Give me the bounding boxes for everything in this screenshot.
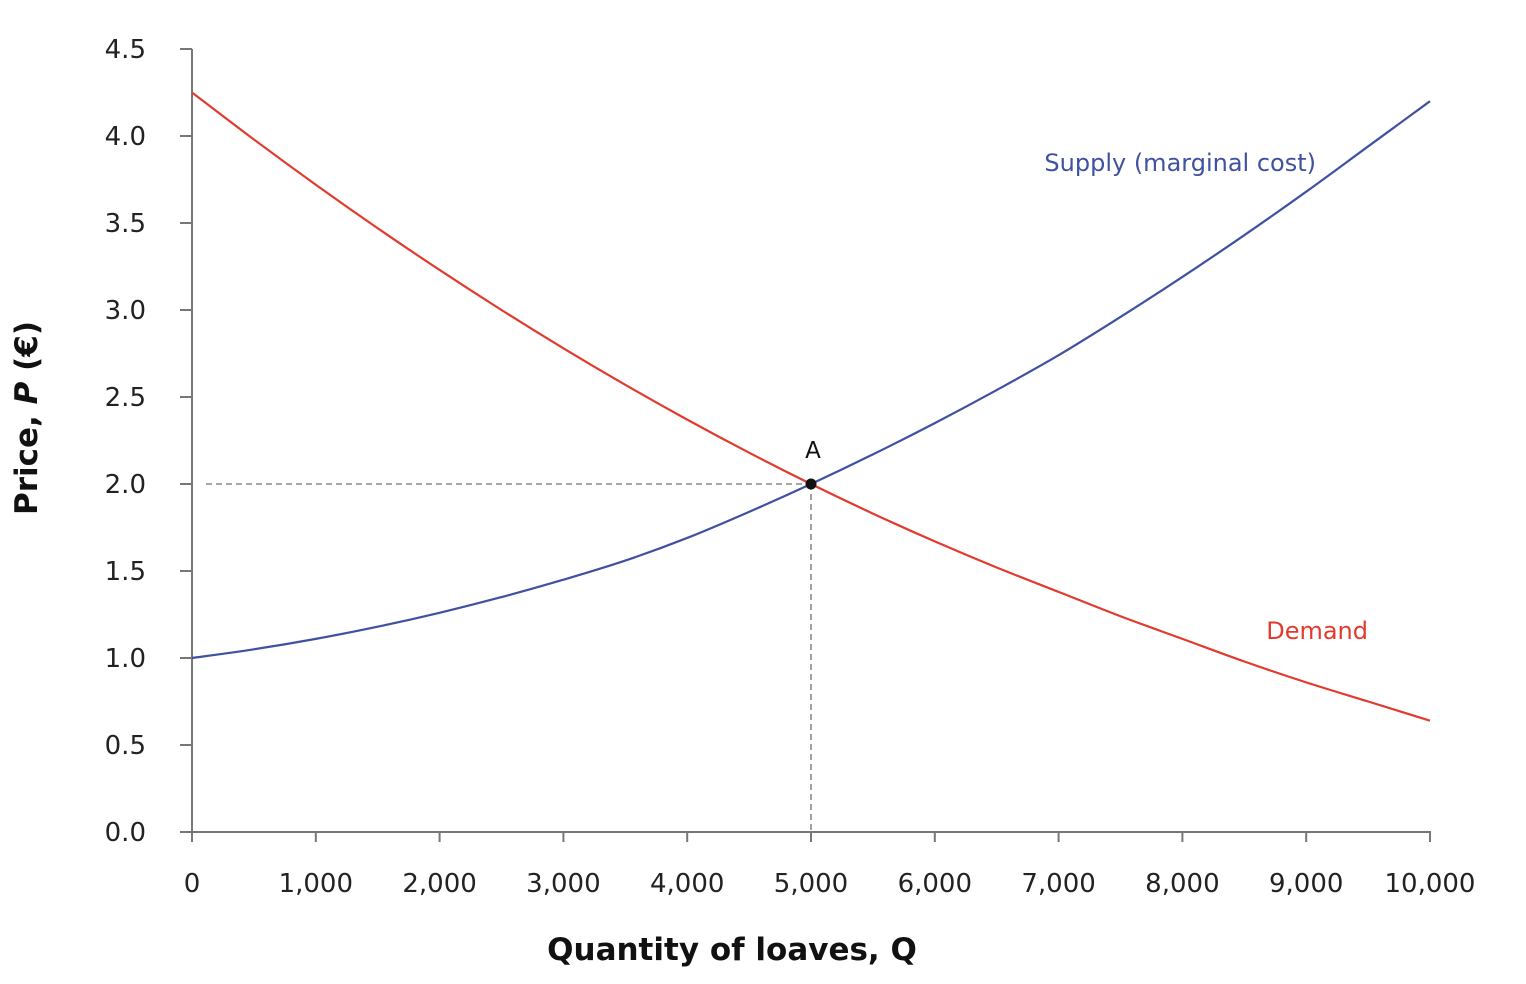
y-axis-title-unit: (€) <box>9 321 45 382</box>
x-tick-label: 3,000 <box>526 869 600 899</box>
supply-series-label: Supply (marginal cost) <box>1044 149 1316 177</box>
x-ticks: 0 1,000 2,000 3,000 4,000 5,000 6,000 7,000 8,00… <box>184 832 1476 899</box>
y-tick-label: 0.5 <box>105 731 146 761</box>
y-tick-label: 1.0 <box>105 644 146 674</box>
y-tick-label: 3.0 <box>105 296 146 326</box>
y-tick-label: 4.5 <box>105 35 146 65</box>
y-axis-title-prefix: Price, <box>9 404 45 515</box>
x-tick-label: 4,000 <box>650 869 724 899</box>
y-tick-label: 2.5 <box>105 383 146 413</box>
supply-curve <box>191 100 1431 660</box>
x-tick-label: 8,000 <box>1145 869 1219 899</box>
annotations: A <box>805 438 821 490</box>
demand-series-label: Demand <box>1266 617 1368 645</box>
y-axis-title-variable: P <box>9 381 45 404</box>
x-tick-label: 1,000 <box>279 869 353 899</box>
equilibrium-point <box>805 478 817 490</box>
y-tick-label: 0.0 <box>105 818 146 848</box>
x-tick-label: 0 <box>184 869 201 899</box>
x-tick-label: 6,000 <box>898 869 972 899</box>
equilibrium-guides <box>206 483 812 832</box>
y-tick-label: 2.0 <box>105 470 146 500</box>
y-tick-label: 4.0 <box>105 122 146 152</box>
x-tick-label: 10,000 <box>1385 869 1476 899</box>
x-axis-title: Quantity of loaves, Q <box>547 932 917 968</box>
x-tick-label: 9,000 <box>1269 869 1343 899</box>
equilibrium-point-label: A <box>805 438 821 464</box>
x-tick-label: 2,000 <box>402 869 476 899</box>
y-tick-label: 1.5 <box>105 557 146 587</box>
y-tick-label: 3.5 <box>105 209 146 239</box>
x-tick-label: 7,000 <box>1021 869 1095 899</box>
axes: 0 1,000 2,000 3,000 4,000 5,000 6,000 7,000 8,00… <box>105 35 1476 899</box>
y-axis-title: Price, P (€) <box>9 321 45 515</box>
y-ticks: 0.0 0.5 1.0 1.5 2.0 2.5 3.0 3.5 4.0 4.5 <box>105 35 192 848</box>
x-tick-label: 5,000 <box>774 869 848 899</box>
